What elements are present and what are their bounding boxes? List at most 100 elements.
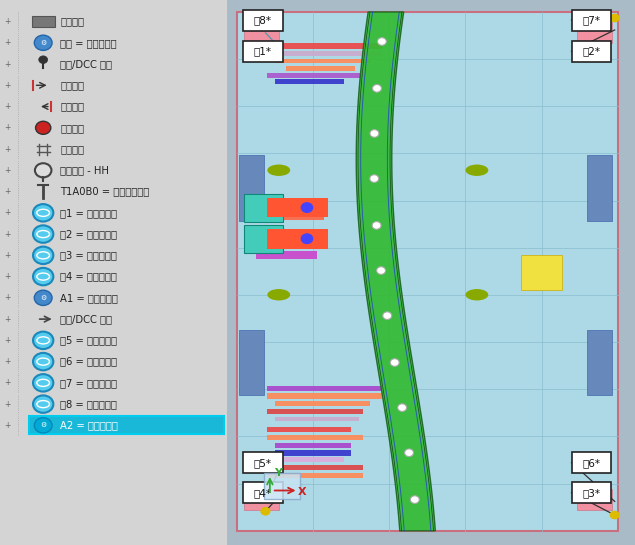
Bar [0,0,227,545]
Text: 加载测头 - HH: 加载测头 - HH [60,165,109,175]
Text: 在8*: 在8* [254,15,272,25]
Bar [521,255,562,290]
Bar [239,330,264,395]
Bar [267,51,382,56]
Bar [267,198,328,217]
Text: 在3*: 在3* [582,488,600,498]
Bar [227,0,635,545]
Bar [572,10,611,31]
Circle shape [370,175,378,183]
Circle shape [33,246,53,264]
Polygon shape [356,12,436,531]
Circle shape [36,121,51,134]
Circle shape [383,312,392,319]
Ellipse shape [465,165,488,176]
Text: +: + [4,208,11,217]
Circle shape [33,395,53,413]
Bar [275,59,370,63]
Text: T1A0B0 = 设置活动测尖: T1A0B0 = 设置活动测尖 [60,186,150,197]
Text: 在1*: 在1* [254,46,272,56]
Ellipse shape [37,401,50,408]
Bar [275,417,359,421]
Bar [587,330,612,395]
Text: 尺寸格式: 尺寸格式 [60,144,84,154]
Bar [267,73,363,78]
Ellipse shape [37,252,50,259]
Text: 启动 = 起始坐标系: 启动 = 起始坐标系 [60,38,117,48]
Ellipse shape [37,231,50,238]
Text: 噱4 = 圆（触测）: 噱4 = 圆（触测） [60,271,117,282]
Bar [239,155,264,221]
Circle shape [260,507,271,516]
Circle shape [370,130,379,137]
Circle shape [33,204,53,222]
Text: 文件表头: 文件表头 [60,16,84,27]
Bar [267,385,382,391]
Text: 在5*: 在5* [254,458,272,468]
Bar [267,393,382,398]
Text: 在7*: 在7* [582,15,600,25]
Bar [267,409,363,414]
Text: 手动/DCC 模式: 手动/DCC 模式 [60,59,112,69]
Bar [267,43,382,50]
Bar [32,16,55,27]
Circle shape [300,233,313,244]
Bar [264,473,300,499]
Text: A1 = 起始坐标系: A1 = 起始坐标系 [60,293,118,303]
Circle shape [610,511,620,519]
Circle shape [33,225,53,243]
Text: 逊近距离: 逊近距离 [60,80,84,90]
Text: 回退距离: 回退距离 [60,101,84,112]
Circle shape [33,374,53,391]
Text: Y: Y [274,468,282,478]
Circle shape [404,449,413,457]
Text: 噱7 = 圆（触测）: 噱7 = 圆（触测） [60,378,117,388]
Text: +: + [4,123,11,132]
Bar [275,401,370,407]
Ellipse shape [37,379,50,386]
Text: ⚙: ⚙ [40,295,46,301]
Bar [267,427,351,432]
Text: 噱8 = 圆（触测）: 噱8 = 圆（触测） [60,399,117,409]
Text: +: + [4,38,11,47]
Circle shape [34,290,52,305]
Circle shape [260,17,271,26]
Bar [29,416,224,434]
Bar [267,435,363,440]
Bar [275,443,351,448]
Bar [577,22,612,43]
Text: +: + [4,378,11,387]
Text: +: + [4,144,11,154]
Bar [243,10,283,31]
Bar [275,450,351,456]
Text: 噱6 = 圆（触测）: 噱6 = 圆（触测） [60,356,117,367]
Ellipse shape [267,165,290,176]
Bar [572,482,611,503]
Text: 在4*: 在4* [254,488,272,498]
Ellipse shape [267,289,290,300]
Text: A2 = 起始坐标系: A2 = 起始坐标系 [60,420,118,431]
Bar [577,489,612,510]
Text: 手动/DCC 模式: 手动/DCC 模式 [60,314,112,324]
Ellipse shape [465,289,488,300]
Text: +: + [4,229,11,239]
Bar [244,489,279,510]
Text: +: + [4,357,11,366]
Bar [283,457,344,462]
Bar [267,229,328,249]
Bar [256,209,324,220]
Circle shape [610,14,620,22]
Bar [267,473,363,478]
Text: 移动速度: 移动速度 [60,123,84,133]
Text: +: + [4,314,11,324]
Text: 在6*: 在6* [582,458,600,468]
Ellipse shape [37,209,50,216]
Text: +: + [4,421,11,430]
Text: ⚙: ⚙ [40,422,46,428]
Text: +: + [4,59,11,69]
Circle shape [39,56,48,63]
Bar [243,482,283,503]
Bar [237,12,618,531]
Circle shape [34,417,52,433]
Text: +: + [4,251,11,260]
